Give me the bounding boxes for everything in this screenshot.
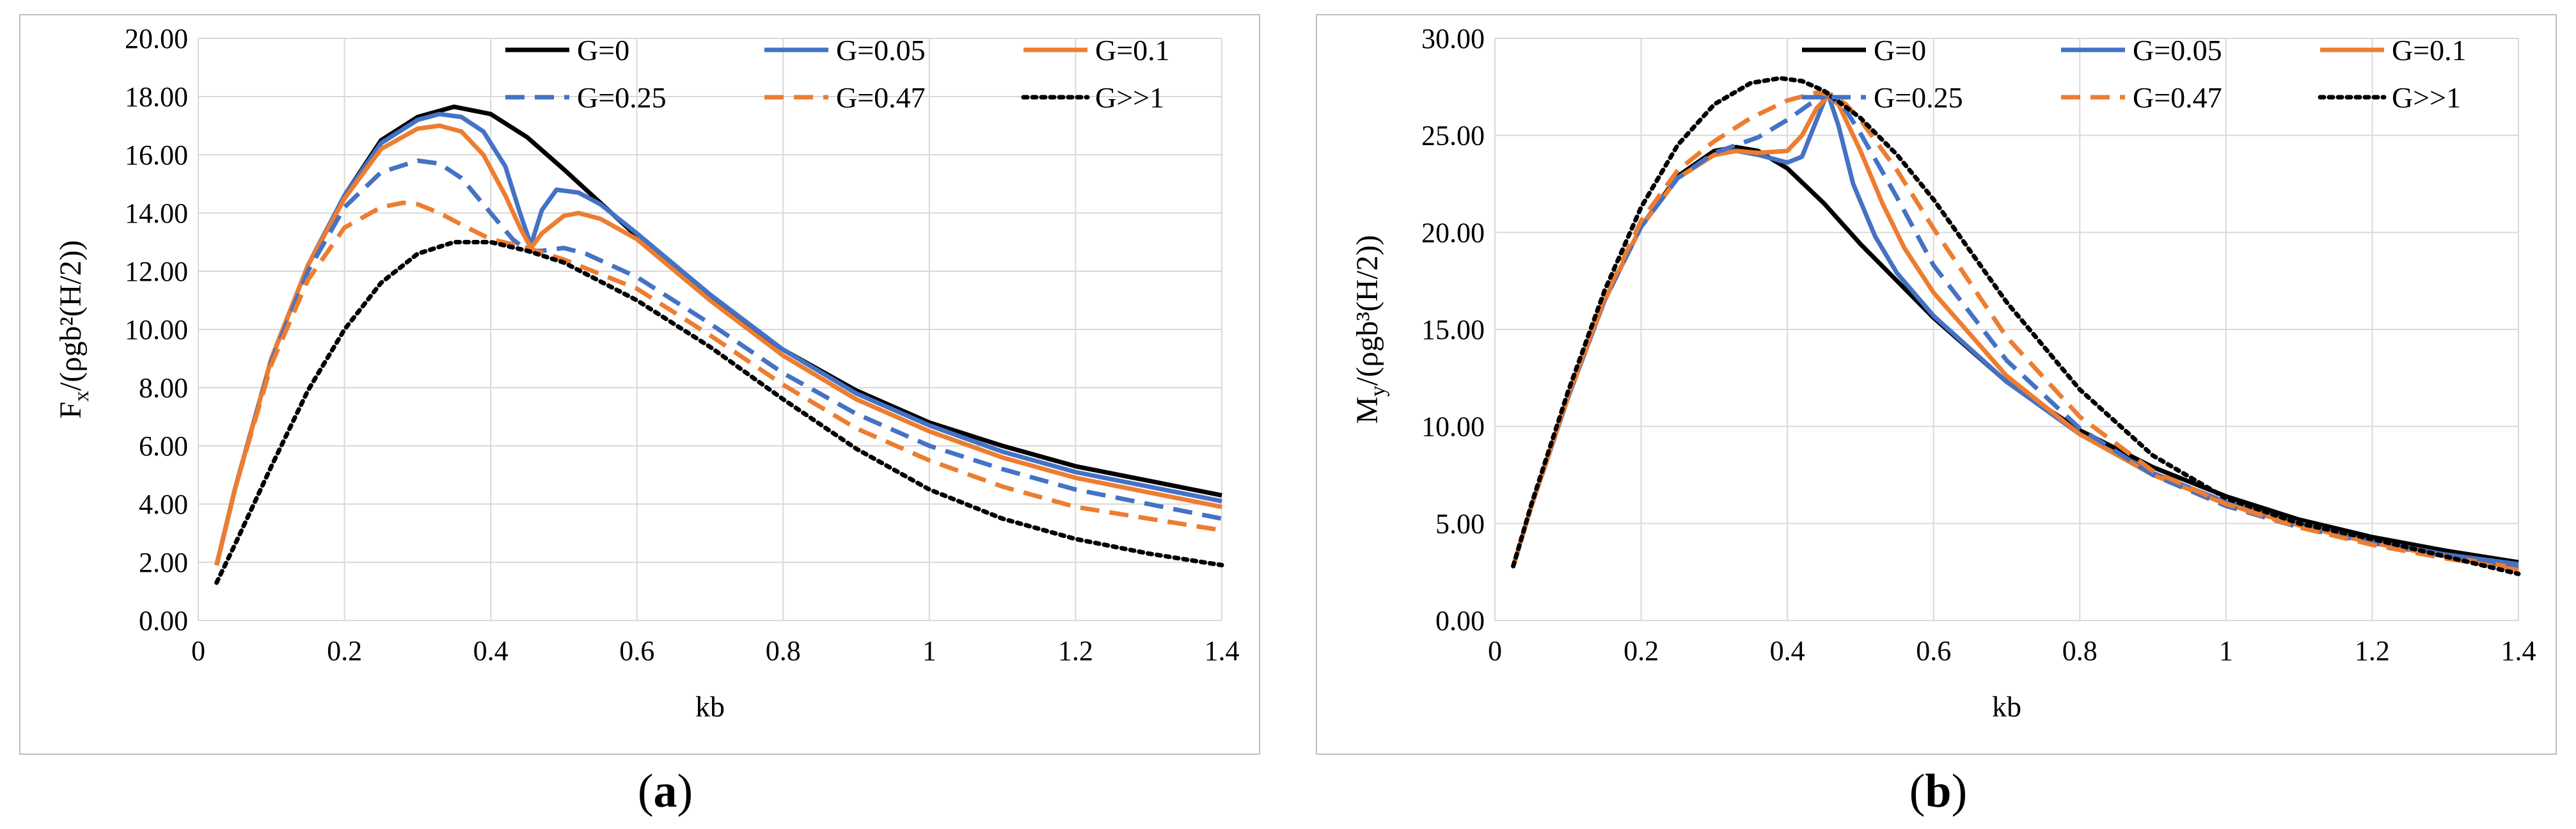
panel-caption-b: (b): [1909, 765, 1968, 817]
y-tick-label: 18.00: [125, 81, 188, 113]
chart-panel-a: 0 0.2 0.4 0.6 0.8 1 1.2 1.4 0.00 2.00 4.00 6.00 8.00…: [19, 14, 1260, 755]
y-tick-label: 12.00: [125, 256, 188, 287]
y-tick-label: 4.00: [139, 489, 188, 520]
x-tick-label: 1.4: [1205, 635, 1240, 667]
panel-caption-a: (a): [637, 765, 693, 817]
legend-label: G>>1: [2392, 81, 2461, 114]
x-tick-label: 1.4: [2501, 635, 2536, 667]
legend-label: G=0.47: [2133, 81, 2222, 114]
y-tick-label: 10.00: [125, 314, 188, 345]
panel-caption-a-letter: a: [653, 765, 677, 817]
y-tick-label: 14.00: [125, 198, 188, 229]
x-tick-label: 0.6: [619, 635, 654, 667]
y-axis-label-main: F: [54, 402, 88, 419]
series-line-G-0-1: [214, 123, 1222, 566]
y-tick-label: 2.00: [139, 547, 188, 578]
x-tick-label: 0.2: [327, 635, 362, 667]
y-tick-label: 6.00: [139, 430, 188, 462]
x-tick-label: 0.8: [2062, 635, 2098, 667]
y-axis-label-rest: /(ρgb³(H/2)): [1350, 235, 1384, 386]
chart-frame: [1316, 14, 2557, 755]
chart-frame: [19, 14, 1260, 755]
legend-label: G>>1: [1095, 81, 1164, 114]
y-tick-label: 20.00: [125, 23, 188, 54]
y-tick-label: 8.00: [139, 372, 188, 404]
y-axis-label-rest: /(ρgb²(H/2)): [54, 240, 88, 391]
x-axis-label: kb: [1992, 690, 2021, 723]
series-line-G-1: [1511, 75, 2521, 576]
y-axis-label-subscript: y: [1366, 386, 1390, 397]
x-tick-label: 1: [922, 635, 936, 667]
legend-label: G=0.25: [1874, 81, 1963, 114]
legend-label: G=0.1: [2392, 34, 2467, 67]
y-tick-label: 16.00: [125, 139, 188, 171]
y-tick-label: 30.00: [1421, 23, 1485, 54]
y-tick-label: 0.00: [1435, 605, 1485, 636]
x-tick-label: 0: [191, 635, 205, 667]
y-axis-label: My/(ρgb³(H/2)): [1350, 235, 1390, 423]
x-tick-label: 0.2: [1624, 635, 1659, 667]
y-tick-label: 10.00: [1421, 411, 1485, 443]
x-tick-label: 0.4: [1770, 635, 1805, 667]
y-axis-label-main: M: [1350, 397, 1384, 424]
y-tick-label: 25.00: [1421, 120, 1485, 152]
x-tick-label: 0.8: [766, 635, 801, 667]
x-tick-label: 0.6: [1916, 635, 1951, 667]
chart-b-svg: 0 0.2 0.4 0.6 0.8 1 1.2 1.4 0.00 5.00 10.00 15.00 20…: [1316, 14, 2557, 755]
legend-label: G=0.05: [836, 34, 926, 67]
legend-label: G=0.05: [2133, 34, 2222, 67]
x-tick-label: 1: [2219, 635, 2233, 667]
series-line-G-0-47: [214, 200, 1222, 566]
y-axis-label-subscript: x: [70, 391, 93, 402]
x-tick-label: 1.2: [1058, 635, 1093, 667]
x-tick-label: 1.2: [2355, 635, 2390, 667]
legend-label: G=0.25: [577, 81, 667, 114]
x-tick-label: 0.4: [473, 635, 509, 667]
chart-panel-b: 0 0.2 0.4 0.6 0.8 1 1.2 1.4 0.00 5.00 10.00 15.00 20…: [1316, 14, 2557, 755]
series-line-G-0-47: [1511, 90, 2519, 572]
y-axis-label: Fx/(ρgb²(H/2)): [54, 240, 93, 418]
y-tick-label: 5.00: [1435, 508, 1485, 539]
x-axis-label: kb: [695, 690, 725, 723]
legend-label: G=0: [1874, 34, 1926, 67]
y-tick-label: 20.00: [1421, 217, 1485, 248]
series-line-G-1: [214, 240, 1224, 585]
legend-label: G=0.1: [1095, 34, 1170, 67]
legend-label: G=0.47: [836, 81, 926, 114]
y-tick-label: 0.00: [139, 605, 188, 636]
panel-caption-b-letter: b: [1925, 765, 1952, 817]
legend-label: G=0: [577, 34, 629, 67]
x-tick-label: 0: [1488, 635, 1502, 667]
y-tick-label: 15.00: [1421, 314, 1485, 345]
chart-a-svg: 0 0.2 0.4 0.6 0.8 1 1.2 1.4 0.00 2.00 4.00 6.00 8.00…: [19, 14, 1260, 755]
